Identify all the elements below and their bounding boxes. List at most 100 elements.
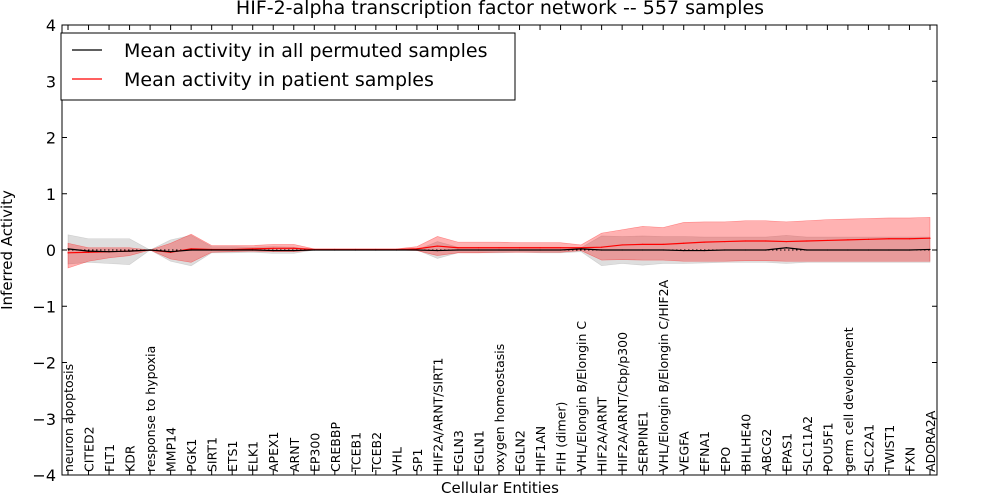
x-tick-label-30: VEGFA [677,431,692,472]
y-tick-label-2: −2 [32,354,56,373]
point-series-1-9 [252,248,254,250]
point-series-1-40 [888,238,890,240]
point-series-1-41 [908,238,911,240]
x-tick-label-20: EGLN1 [471,430,486,472]
point-series-0-4 [149,249,151,251]
y-tick-label-3: −1 [32,297,56,316]
point-series-1-1 [87,251,90,253]
x-tick-label-24: FIH (dimer) [554,402,569,472]
x-tick-label-17: SP1 [410,449,425,472]
point-series-1-36 [806,240,808,242]
point-series-0-29 [662,249,664,251]
point-series-1-34 [765,240,767,242]
point-series-0-26 [601,249,603,251]
point-series-0-1 [87,250,90,252]
point-series-0-2 [108,251,110,253]
point-series-0-22 [518,249,521,251]
point-series-0-5 [170,251,172,253]
point-series-1-23 [539,247,541,249]
x-tick-label-12: EP300 [307,433,322,472]
point-series-0-34 [765,249,767,251]
legend: Mean activity in all permuted samples Me… [60,32,516,101]
point-series-0-40 [888,249,890,251]
point-series-0-9 [252,249,254,251]
point-series-1-39 [867,238,870,240]
point-series-1-35 [785,240,787,243]
x-tick-label-6: PGK1 [184,439,199,472]
x-tick-label-39: SLC2A1 [861,424,876,472]
point-series-0-28 [642,249,644,251]
point-series-0-23 [539,249,541,251]
x-tick-label-38: germ cell development [841,327,856,472]
point-series-0-15 [375,249,377,251]
x-tick-label-16: VHL [389,447,404,472]
x-tick-label-22: EGLN2 [513,430,528,472]
point-series-1-19 [457,247,459,249]
point-series-0-0 [67,248,69,250]
x-tick-label-1: CITED2 [82,426,97,472]
series-lines [67,237,931,254]
x-tick-label-31: EFNA1 [697,431,712,472]
point-series-1-11 [293,247,295,249]
x-tick-label-35: EPAS1 [779,433,794,472]
y-tick-label-0: −4 [32,466,56,485]
point-series-0-20 [477,249,480,251]
chart-title: HIF-2-alpha transcription factor network… [236,0,764,19]
point-series-0-35 [785,247,787,249]
point-series-0-16 [395,249,397,251]
x-tick-label-13: CREBBP [328,422,343,472]
x-tick-label-7: SIRT1 [205,437,220,472]
x-tick-label-10: APEX1 [266,431,281,472]
x-tick-label-42: ADORA2A [923,410,938,472]
point-series-0-21 [498,249,500,251]
x-tick-label-29: VHL/Elongin B/Elongin C/HIF2A [656,279,671,472]
x-tick-label-19: EGLN3 [451,430,466,472]
point-series-1-0 [67,252,69,254]
point-series-0-11 [293,249,295,252]
point-series-0-38 [847,249,849,251]
y-tick-label-5: 1 [46,185,56,204]
x-tick-label-40: TWIST1 [882,425,897,473]
point-series-0-19 [457,249,459,251]
point-series-0-39 [867,249,870,251]
point-series-0-13 [334,249,336,251]
y-axis-label: Inferred Activity [0,190,16,310]
point-series-1-33 [744,240,746,242]
point-series-0-24 [559,249,562,251]
point-series-0-12 [313,249,315,251]
point-series-0-32 [724,249,726,251]
x-tick-label-3: KDR [123,445,138,472]
point-series-1-37 [826,239,828,242]
point-series-0-18 [436,249,439,252]
point-series-1-10 [272,247,274,249]
point-series-0-14 [354,249,356,251]
y-tick-label-7: 3 [46,72,56,91]
x-tick-label-0: neuron apoptosis [61,364,76,472]
x-tick-label-27: HIF2A/ARNT/Cbp/p300 [615,332,630,472]
point-series-0-30 [683,249,685,252]
y-tick-label-8: 4 [46,16,56,35]
x-tick-label-33: BHLHE40 [738,414,753,472]
point-series-1-28 [642,243,644,245]
point-series-0-8 [231,249,233,251]
point-series-1-25 [580,247,582,249]
x-tick-label-37: POU5F1 [820,422,835,472]
point-series-0-42 [929,248,931,251]
x-tick-label-15: TCEB2 [369,432,384,473]
point-series-1-20 [477,247,480,249]
point-series-0-31 [703,249,705,252]
legend-box [60,32,516,101]
x-tick-label-23: HIF1AN [533,426,548,472]
x-tick-label-5: MMP14 [164,427,179,472]
point-series-1-26 [601,246,603,248]
x-tick-label-11: ARNT [287,437,302,472]
x-tick-labels: neuron apoptosis CITED2 FLT1 KDR response to… [61,25,938,475]
point-series-1-42 [929,237,931,239]
x-tick-label-28: SERPINE1 [636,411,651,472]
x-tick-label-8: ETS1 [225,441,240,472]
legend-label-patient: Mean activity in patient samples [124,69,434,91]
x-tick-label-34: ABCG2 [759,429,774,472]
point-series-1-18 [436,245,439,247]
y-tick-label-4: 0 [46,241,56,260]
